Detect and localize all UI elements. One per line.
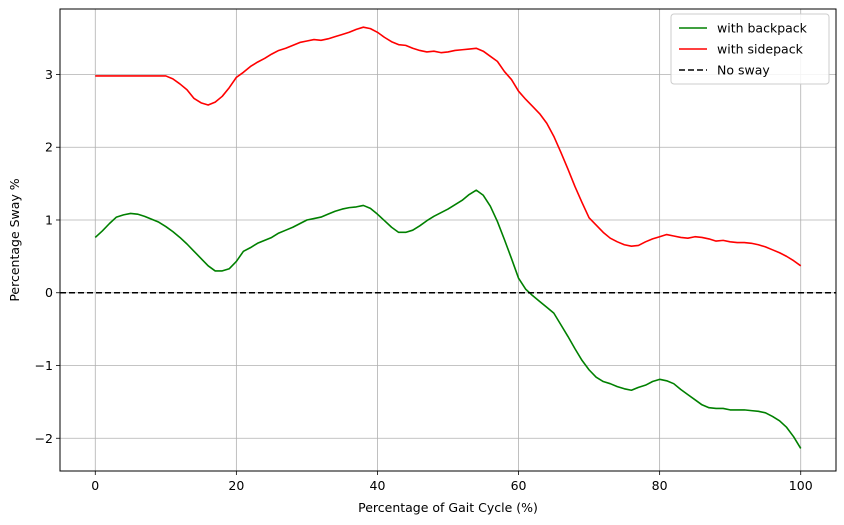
y-tick-label: 1 — [45, 212, 53, 227]
y-tick-label: −1 — [35, 358, 53, 373]
x-tick-label: 0 — [91, 478, 99, 493]
x-tick-label: 100 — [789, 478, 813, 493]
axis-ticks: 0 20 40 60 80 100 −2 −1 0 1 2 3 — [35, 67, 813, 493]
series-line-with-sidepack — [95, 26, 802, 267]
legend-box — [670, 13, 830, 85]
legend: with backpack with sidepack No sway — [670, 13, 830, 85]
x-tick-label: 40 — [370, 478, 386, 493]
x-tick-label: 80 — [652, 478, 668, 493]
legend-label: No sway — [717, 63, 770, 78]
series-lines — [60, 26, 836, 449]
legend-label: with backpack — [717, 21, 808, 36]
plot-area-frame — [59, 8, 837, 472]
y-tick-label: 2 — [45, 140, 53, 155]
legend-label: with sidepack — [717, 42, 804, 57]
x-axis-label: Percentage of Gait Cycle (%) — [358, 500, 538, 515]
x-tick-label: 20 — [228, 478, 244, 493]
y-tick-label: 0 — [45, 285, 53, 300]
series-line-with-backpack — [94, 189, 802, 449]
y-tick-label: 3 — [45, 67, 53, 82]
y-tick-label: −2 — [35, 431, 53, 446]
y-axis-label: Percentage Sway % — [7, 178, 22, 301]
x-tick-label: 60 — [511, 478, 527, 493]
